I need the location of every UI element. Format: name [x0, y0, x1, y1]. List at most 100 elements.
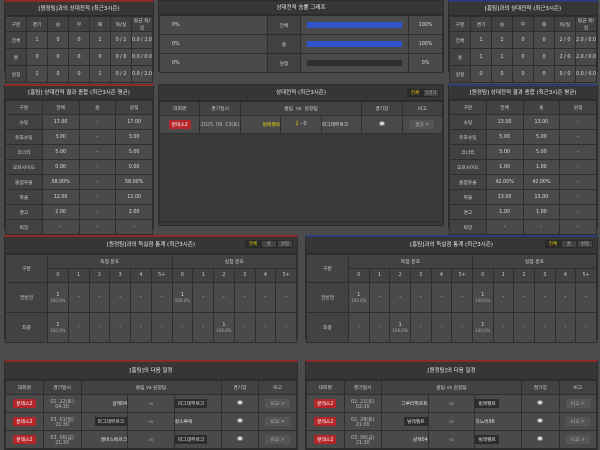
count: 1: [56, 292, 60, 298]
table-row: 경고 2.00-2.00: [5, 204, 153, 220]
cell: -: [559, 174, 597, 190]
cell: 2.0 / 0.0: [575, 48, 597, 66]
home-team[interactable]: 빌레펠트: [404, 417, 428, 426]
goal-count-header: 4: [254, 268, 277, 283]
tab-5-games[interactable]: 5경기: [423, 89, 439, 97]
goal-cell: -: [492, 282, 515, 313]
header-row: 구분 경기 승 무 패 득/실 평균 득/실: [449, 16, 597, 32]
compare-button[interactable]: 비교 >: [265, 417, 290, 426]
away-team[interactable]: 빌레펠트: [475, 399, 499, 408]
result-button[interactable]: 결과 >: [410, 120, 435, 129]
header-row: 구분 전체 홈 원정: [449, 100, 597, 115]
column-header: 구분: [449, 16, 471, 32]
compare-button[interactable]: 비교 >: [265, 435, 290, 444]
cell: 0: [47, 65, 69, 83]
column-header: 무: [512, 16, 534, 32]
compare-button[interactable]: 비교 >: [565, 417, 590, 426]
winrate-bar-fill: [307, 22, 403, 28]
compare-button[interactable]: 비교 >: [565, 399, 590, 408]
home-team[interactable]: 샬케04: [112, 402, 128, 407]
away-team[interactable]: 칼스루에: [174, 420, 193, 425]
column-header: 전체: [485, 100, 524, 115]
cell: 1.00: [522, 204, 561, 220]
home-header: 홈팀: [436, 386, 446, 391]
scored-header: 득점 분포: [47, 254, 173, 269]
tab-all[interactable]: 전체: [245, 240, 261, 248]
away-team[interactable]: 마그데부르크: [320, 115, 363, 134]
league-badge: 분데스2: [168, 120, 191, 129]
count: -: [440, 325, 443, 330]
cell: -: [522, 219, 561, 235]
tab-home[interactable]: 홈: [261, 240, 277, 248]
tab-all[interactable]: 전체: [407, 89, 423, 97]
header-row: 구분 경기 승 무 패 득/실 평균 득/실: [5, 16, 153, 32]
away-team[interactable]: 하노버96: [475, 420, 495, 425]
column-header: 홈팀 vs 원정팀: [381, 380, 522, 395]
cell: 5.00: [522, 129, 561, 145]
row-label: 원정: [266, 53, 302, 73]
cell: 5.00: [41, 144, 80, 160]
home-team[interactable]: 그루터퓌르트: [401, 402, 428, 407]
compare-button[interactable]: 비교 >: [565, 435, 590, 444]
cell: -: [78, 219, 117, 235]
summary-away-table: 구분 전체 홈 원정 슈팅 13.00 13.00- 유효슈팅 5.00 5.00- 코너킥 5.00…: [449, 100, 597, 235]
goal-count-header: 0: [348, 268, 370, 283]
panel-title: [원정팀]의 다음 일정: [306, 362, 597, 380]
cell: 3.00: [41, 129, 80, 145]
cell: 0 / 2: [110, 31, 132, 49]
soccer-ball-icon: [236, 400, 243, 405]
cell: -: [78, 174, 117, 190]
winrate-row: 0% 원정 0%: [159, 53, 443, 73]
table-row: 전체 1 0 0 1 0 / 2 0.0 / 2.0: [5, 31, 153, 49]
percent: 100.0%: [392, 327, 408, 333]
goal-cell: -: [192, 282, 214, 313]
cell: 1: [89, 65, 111, 83]
tab-home[interactable]: 홈: [561, 240, 577, 248]
next-home-panel: [홈팀]의 다음 일정 대회명 경기일시 홈팀 vs 원정팀 경기장 비고 분데스2 0…: [4, 360, 298, 450]
match-row[interactable]: 분데스2 2025. 09. 13(토) 빌레펠트 2 - 0 마그데부르크 결…: [158, 115, 444, 134]
cell: 5.00: [522, 144, 561, 160]
home-team[interactable]: 샬케04: [412, 438, 428, 443]
match-row: 분데스2 03. 01(일) 21:30 마그데부르크 vs 칼스루에 비교 >: [5, 412, 297, 431]
count: -: [564, 325, 567, 330]
goal-cell: 1 100.0%: [471, 312, 494, 343]
goal-count-header: 2: [389, 268, 411, 283]
count: -: [202, 295, 204, 300]
away-team[interactable]: 마그데부르크: [174, 399, 208, 408]
away-team[interactable]: 빌레펠트: [475, 435, 499, 444]
cell: 0 / 2: [110, 65, 132, 83]
away-team[interactable]: 마그데부르크: [174, 435, 208, 444]
cell: 58.00%: [115, 174, 153, 190]
tab-all[interactable]: 전체: [545, 240, 561, 248]
cell: 0 / 0: [110, 48, 132, 66]
home-team[interactable]: 엘버스베르크: [100, 438, 128, 443]
cell: 42.00%: [522, 174, 561, 190]
column-header: 득/실: [110, 16, 132, 32]
column-header: 평균 득/실: [131, 16, 153, 32]
winrate-row: 0% 전체 100%: [159, 15, 443, 35]
panel-title: [홈팀]과의 득실점 통계 (최근3시즌) 전체 홈 원정: [306, 237, 597, 254]
cell: 1: [470, 31, 492, 49]
compare-button[interactable]: 비교 >: [265, 399, 290, 408]
cell: 0: [512, 31, 534, 49]
count: -: [243, 295, 246, 300]
panel-title: 상대전적 승률 그래프: [159, 1, 443, 15]
count: -: [543, 325, 546, 330]
goal-count-header: 0: [171, 268, 194, 283]
vs-label: vs: [127, 412, 175, 431]
home-team[interactable]: 마그데부르크: [94, 417, 128, 426]
tab-away[interactable]: 원정: [577, 240, 593, 248]
soccer-ball-icon: [537, 436, 544, 441]
summary-home-table: 구분 전체 홈 원정 슈팅 17.00-17.00 유효슈팅 3.00-3.00 코너킥 5.00…: [5, 100, 153, 235]
panel-title: [홈팀]과의 상대전적 (최근3시즌): [449, 2, 597, 16]
tab-away[interactable]: 원정: [277, 240, 293, 248]
match-date: 02. 22(토) 04:30: [42, 394, 82, 413]
column-header: 비고: [401, 101, 444, 116]
left-pct: 0%: [159, 53, 268, 73]
goal-cell: -: [389, 282, 411, 313]
home-team[interactable]: 빌레펠트: [239, 115, 282, 134]
count: -: [357, 325, 360, 330]
goal-cell: -: [430, 312, 453, 343]
goal-cell: -: [451, 282, 473, 313]
